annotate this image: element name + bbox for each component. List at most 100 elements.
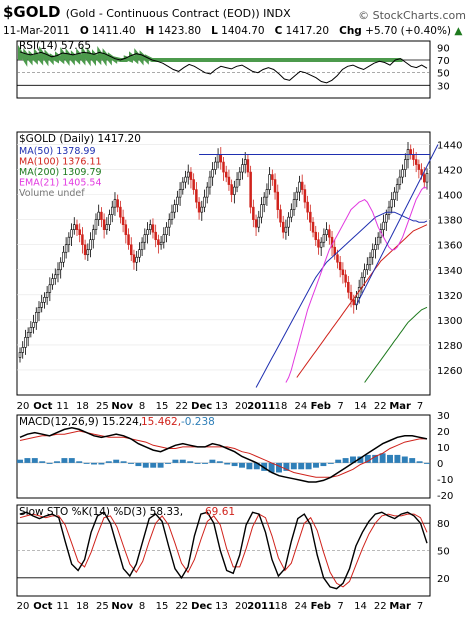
candle-body (317, 239, 320, 248)
candle-body (382, 221, 385, 230)
candle-body (306, 201, 309, 213)
candle-body (395, 184, 399, 193)
quote-date: 11-Mar-2011 (3, 25, 70, 37)
x-tick: Dec (191, 401, 212, 412)
macd-histogram-bar (142, 462, 149, 468)
x-tick-bottom: Feb (311, 601, 331, 612)
candle-body (43, 297, 46, 303)
candle-body (398, 176, 402, 185)
candle-body (148, 224, 152, 230)
candle-body (420, 169, 423, 175)
candle-body (417, 164, 421, 170)
macd-histogram-bar (335, 459, 342, 463)
rsi-label: RSI(14) 57.65 (19, 40, 91, 52)
x-tick: 18 (76, 401, 89, 412)
x-tick: 20 (17, 401, 30, 412)
sto-d-label: 69.61 (205, 506, 235, 518)
x-tick: 25 (96, 401, 109, 412)
candle-body (390, 199, 393, 208)
candle-body (121, 216, 125, 225)
price-label: $GOLD (Daily) 1417.20 (19, 133, 141, 145)
low-label: L (211, 25, 218, 37)
price-axis-tick: 1320 (437, 291, 462, 302)
candle-body (94, 219, 98, 230)
x-tick-bottom: 8 (139, 601, 145, 612)
close-label: C (274, 25, 283, 37)
candle-body (303, 189, 307, 203)
macd-histogram-bar (239, 462, 245, 468)
candle-body (89, 239, 92, 251)
macd-histogram-bar (305, 462, 312, 470)
candle-body (56, 269, 60, 276)
candle-body (290, 209, 293, 218)
candle-body (257, 216, 261, 228)
macd-histogram-bar (298, 462, 305, 470)
macd-axis-tick: -20 (437, 491, 453, 502)
macd-histogram-bar (113, 459, 120, 463)
macd-label: MACD(12,26,9) 15.224, (19, 416, 142, 428)
candle-body (409, 149, 412, 155)
sto-axis-tick: 50 (437, 547, 450, 558)
x-tick: Oct (33, 401, 52, 412)
candle-body (265, 189, 269, 198)
sto-label: Slow STO %K(14) %D(3) 58.33, (19, 506, 183, 518)
open-value: 1411.40 (92, 25, 136, 37)
candle-body (287, 216, 290, 228)
candle-body (260, 204, 263, 218)
x-tick: 7 (417, 401, 423, 412)
candle-body (227, 176, 231, 185)
x-tick-bottom: 22 (374, 601, 387, 612)
x-tick-bottom: 20 (235, 601, 248, 612)
rsi-axis-tick: 70 (437, 56, 450, 67)
candle-body (279, 209, 282, 223)
candle-body (186, 171, 190, 178)
macd-histogram-bar (246, 462, 253, 470)
high-label: H (145, 25, 155, 37)
sto-k-line (19, 511, 428, 590)
candle-body (246, 159, 250, 173)
candle-body (100, 211, 103, 220)
x-tick-bottom: 15 (156, 601, 169, 612)
sto-d-line (19, 513, 428, 588)
candle-body (325, 229, 328, 235)
x-tick: Feb (311, 401, 331, 412)
macd-histogram-bar (276, 462, 282, 473)
candle-body (127, 234, 130, 246)
candle-body (328, 229, 331, 238)
candle-body (97, 211, 100, 220)
chg-label: Chg (339, 25, 362, 37)
candle-body (21, 347, 24, 353)
rsi-overbought-fill (18, 44, 403, 67)
x-tick-bottom: 14 (354, 601, 367, 612)
candle-body (119, 206, 122, 218)
macd-histogram-bar (128, 462, 134, 464)
price-axis-tick: 1440 (437, 141, 462, 152)
macd-histogram-bar (24, 458, 31, 463)
candle-body (40, 302, 43, 308)
candle-body (200, 206, 204, 213)
candle-body (51, 278, 54, 286)
candle-body (423, 174, 426, 183)
candle-body (159, 241, 163, 246)
candle-body (243, 159, 247, 165)
macd-histogram-bar (135, 462, 142, 467)
legend-entry: MA(200) 1309.79 (19, 167, 102, 178)
support-trendline (356, 144, 439, 306)
candle-body (224, 171, 228, 178)
candle-body (189, 171, 193, 180)
candle-body (295, 191, 299, 200)
candle-body (352, 299, 355, 306)
macd-hist-label: -0.238 (181, 416, 215, 428)
candle-body (181, 181, 185, 190)
legend-entry: EMA(21) 1405.54 (19, 178, 102, 189)
candle-body (54, 274, 57, 279)
legend-entry: MA(50) 1378.99 (19, 146, 96, 157)
x-tick-bottom: 18 (275, 601, 288, 612)
ma200-line (364, 306, 428, 383)
candle-body (129, 244, 133, 256)
candle-body (86, 249, 90, 256)
x-tick: Mar (389, 401, 411, 412)
candle-body (219, 154, 223, 163)
candle-body (211, 169, 214, 178)
